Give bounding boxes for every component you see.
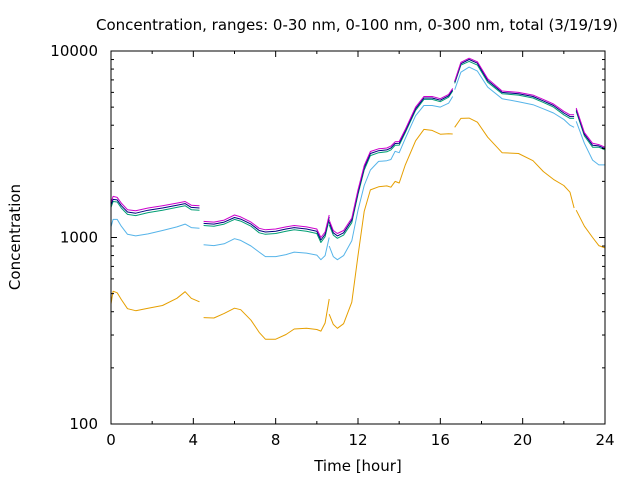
x-tick-label: 12 xyxy=(348,431,367,449)
plot-frame xyxy=(110,50,606,425)
series-segment xyxy=(454,60,575,119)
x-tick-label: 24 xyxy=(595,431,614,449)
plot-area xyxy=(110,57,606,340)
series-line-5 xyxy=(110,57,606,238)
series-segment xyxy=(454,59,575,118)
series-segment xyxy=(575,111,606,151)
series-segment xyxy=(454,117,575,209)
series-line-1 xyxy=(110,117,606,340)
series-line-4 xyxy=(110,59,606,241)
series-segment xyxy=(203,298,330,340)
series-segment xyxy=(575,109,606,149)
series-segment xyxy=(575,121,605,166)
series-segment xyxy=(328,89,454,237)
x-axis-label: Time [hour] xyxy=(313,457,402,475)
axis-ticks: 0 4 8 12 16 20 24 100 1000 10000 xyxy=(50,42,614,449)
series-segment xyxy=(328,128,453,329)
series-segment xyxy=(328,96,454,261)
x-tick-label: 20 xyxy=(513,431,532,449)
chart-title: Concentration, ranges: 0-30 nm, 0-100 nm… xyxy=(96,16,618,34)
y-axis-label: Concentration xyxy=(6,184,24,290)
y-tick-label: 1000 xyxy=(60,229,98,247)
y-tick-label: 100 xyxy=(69,415,98,433)
series-line-2 xyxy=(110,66,605,261)
series-segment xyxy=(454,66,575,128)
x-tick-label: 0 xyxy=(106,431,116,449)
series-segment xyxy=(110,218,200,237)
y-tick-label: 10000 xyxy=(50,42,98,60)
series-segment xyxy=(328,88,454,234)
series-segment xyxy=(203,214,330,238)
series-segment xyxy=(575,107,606,148)
series-segment xyxy=(203,216,330,241)
x-tick-label: 8 xyxy=(271,431,281,449)
series-segment xyxy=(110,195,200,212)
series-segment xyxy=(575,209,606,249)
series-segment xyxy=(110,290,200,312)
series-segment xyxy=(203,237,330,261)
x-tick-label: 4 xyxy=(189,431,199,449)
series-segment xyxy=(110,201,200,217)
series-segment xyxy=(328,90,454,239)
series-segment xyxy=(110,198,200,214)
x-tick-label: 16 xyxy=(431,431,450,449)
series-line-3 xyxy=(110,60,606,243)
series-segment xyxy=(454,57,575,116)
series-segment xyxy=(203,218,330,243)
